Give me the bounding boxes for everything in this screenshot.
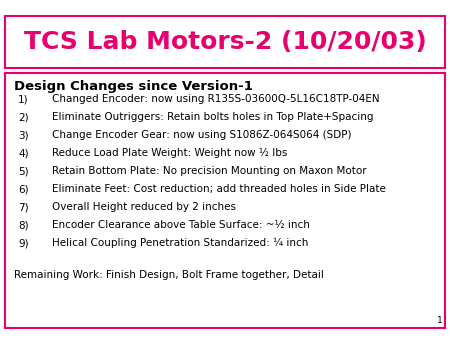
Text: Design Changes since Version-1: Design Changes since Version-1 — [14, 80, 253, 93]
Text: 4): 4) — [18, 148, 29, 158]
Text: Retain Bottom Plate: No precision Mounting on Maxon Motor: Retain Bottom Plate: No precision Mounti… — [52, 166, 367, 176]
FancyBboxPatch shape — [5, 16, 445, 68]
Text: 6): 6) — [18, 184, 29, 194]
Text: 1): 1) — [18, 94, 29, 104]
Text: 1: 1 — [437, 316, 443, 325]
FancyBboxPatch shape — [5, 73, 445, 328]
Text: 5): 5) — [18, 166, 29, 176]
Text: Changed Encoder: now using R135S-03600Q-5L16C18TP-04EN: Changed Encoder: now using R135S-03600Q-… — [52, 94, 380, 104]
Text: Change Encoder Gear: now using S1086Z-064S064 (SDP): Change Encoder Gear: now using S1086Z-06… — [52, 130, 351, 140]
Text: 9): 9) — [18, 238, 29, 248]
Text: Eliminate Outriggers: Retain bolts holes in Top Plate+Spacing: Eliminate Outriggers: Retain bolts holes… — [52, 112, 374, 122]
Text: Encoder Clearance above Table Surface: ~½ inch: Encoder Clearance above Table Surface: ~… — [52, 220, 310, 230]
Text: TCS Lab Motors-2 (10/20/03): TCS Lab Motors-2 (10/20/03) — [23, 30, 427, 54]
Text: 7): 7) — [18, 202, 29, 212]
Text: Reduce Load Plate Weight: Weight now ½ lbs: Reduce Load Plate Weight: Weight now ½ l… — [52, 148, 288, 158]
Text: Eliminate Feet: Cost reduction; add threaded holes in Side Plate: Eliminate Feet: Cost reduction; add thre… — [52, 184, 386, 194]
Text: Overall Height reduced by 2 inches: Overall Height reduced by 2 inches — [52, 202, 236, 212]
Text: Remaining Work: Finish Design, Bolt Frame together, Detail: Remaining Work: Finish Design, Bolt Fram… — [14, 270, 324, 280]
Text: 2): 2) — [18, 112, 29, 122]
Text: 3): 3) — [18, 130, 29, 140]
Text: 8): 8) — [18, 220, 29, 230]
Text: Helical Coupling Penetration Standarized: ¼ inch: Helical Coupling Penetration Standarized… — [52, 238, 308, 248]
